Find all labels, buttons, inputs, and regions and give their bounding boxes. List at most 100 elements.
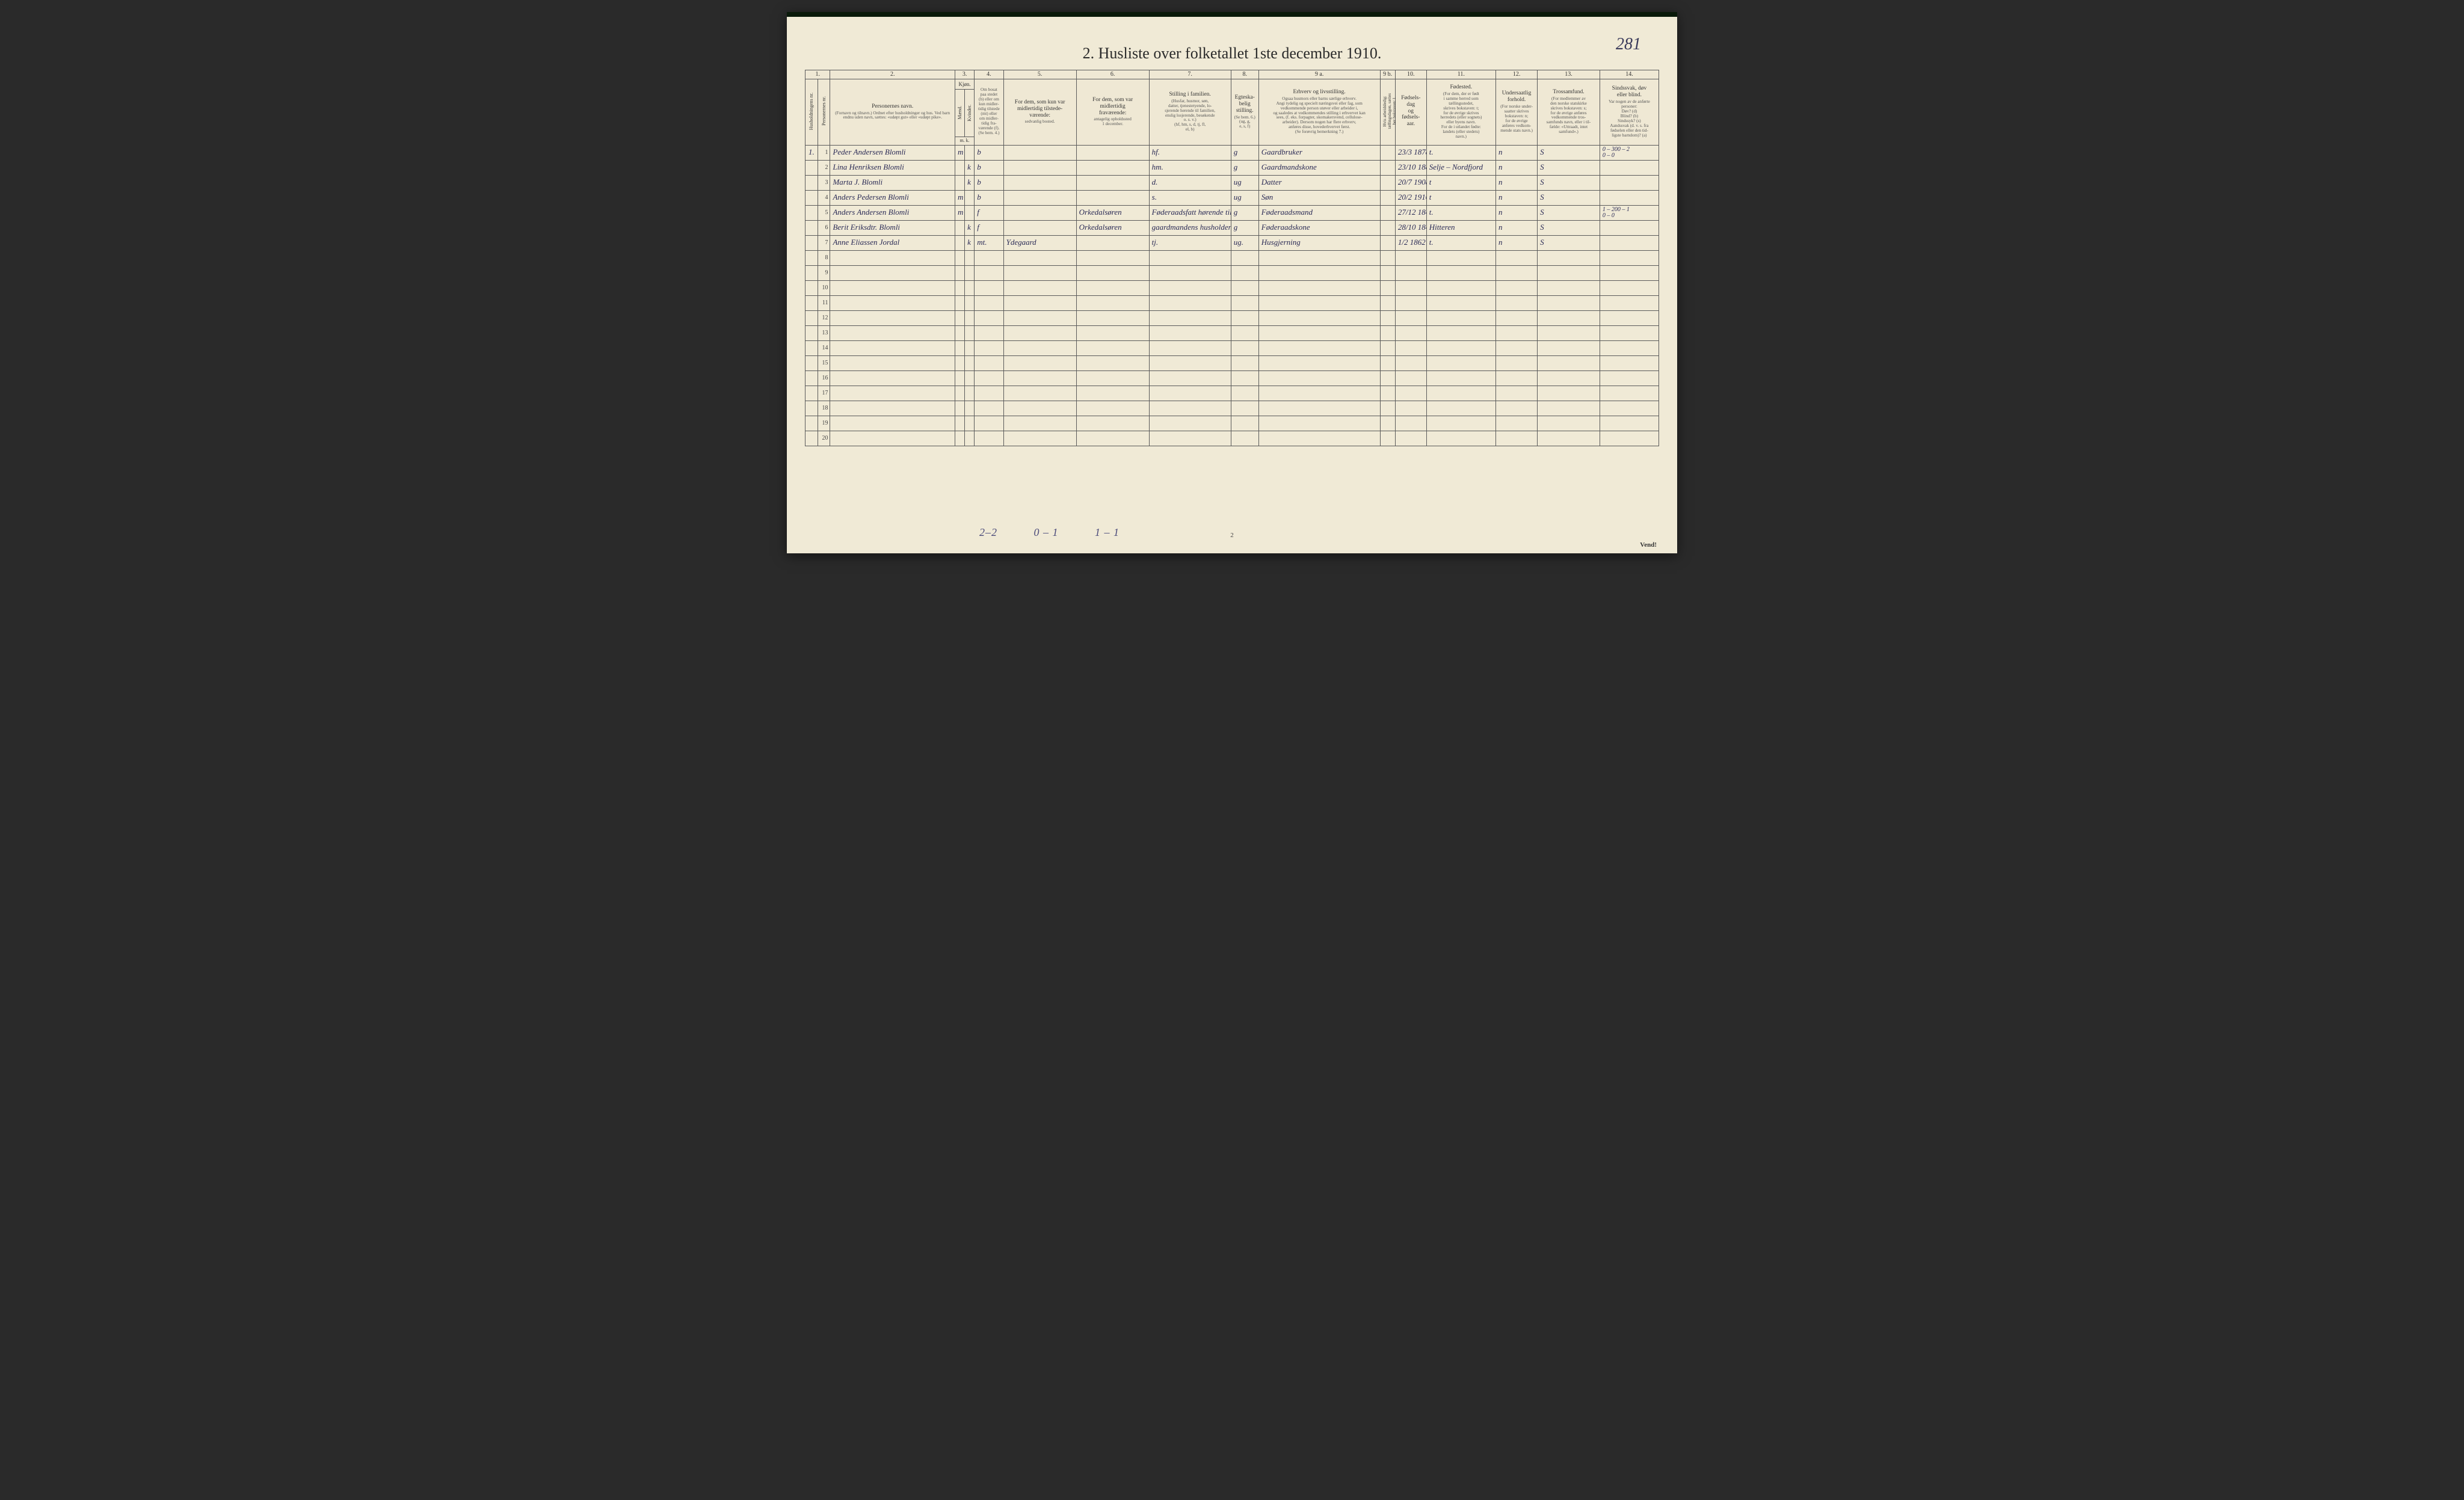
cell-sex-m [955,401,964,416]
cell-temp-absent [1076,145,1149,160]
cell-sex-k [965,295,975,310]
cell-sex-m [955,386,964,401]
header-unemployed: Hvis arbeidsledig: tællingsdagen, sættes… [1380,79,1395,145]
cell-disability [1600,175,1659,190]
cell-residence [975,355,1003,370]
table-row: 4Anders Pedersen Blomlimbs.ugSøn20/2 191… [805,190,1659,205]
cell-household [805,386,818,401]
cell-occupation: Føderaadskone [1258,220,1380,235]
cell-occupation [1258,401,1380,416]
header-person-nr: Personernes nr. [818,79,830,145]
col-num-5: 5. [1003,70,1076,79]
cell-birthplace [1426,340,1495,355]
cell-nationality [1495,355,1537,370]
cell-person-nr: 9 [818,265,830,280]
page-number-handwritten: 281 [1616,35,1641,54]
cell-nationality: n [1495,220,1537,235]
cell-temp-present [1003,355,1076,370]
cell-unemployed [1380,370,1395,386]
cell-marital [1231,295,1258,310]
cell-birthplace [1426,386,1495,401]
cell-nationality: n [1495,205,1537,220]
cell-name [830,401,955,416]
cell-religion [1538,340,1600,355]
cell-birthdate [1395,295,1426,310]
cell-disability [1600,416,1659,431]
cell-marital: ug [1231,175,1258,190]
cell-birthdate [1395,401,1426,416]
cell-occupation [1258,295,1380,310]
table-row: 2Lina Henriksen Blomlikbhm.gGaardmandsko… [805,160,1659,175]
cell-sex-k: k [965,235,975,250]
table-row: 1.1Peder Andersen Blomlimbhf.gGaardbruke… [805,145,1659,160]
cell-temp-present [1003,310,1076,325]
cell-occupation [1258,325,1380,340]
cell-family-position [1149,310,1231,325]
cell-temp-absent [1076,265,1149,280]
cell-occupation [1258,431,1380,446]
cell-unemployed [1380,325,1395,340]
cell-temp-absent [1076,295,1149,310]
census-rows: 1.1Peder Andersen Blomlimbhf.gGaardbruke… [805,145,1659,446]
printed-page-number: 2 [1230,532,1234,539]
cell-sex-k [965,280,975,295]
col-num-8: 8. [1231,70,1258,79]
cell-person-nr: 10 [818,280,830,295]
census-page: 281 2. Husliste over folketallet 1ste de… [787,12,1677,553]
table-row: 8 [805,250,1659,265]
cell-residence [975,370,1003,386]
cell-unemployed [1380,175,1395,190]
cell-sex-m [955,310,964,325]
cell-nationality [1495,401,1537,416]
cell-temp-present [1003,175,1076,190]
cell-marital [1231,250,1258,265]
cell-birthdate [1395,386,1426,401]
table-row: 7Anne Eliassen Jordalkmt.Ydegaardtj.ug.H… [805,235,1659,250]
cell-person-nr: 18 [818,401,830,416]
cell-residence [975,295,1003,310]
table-row: 13 [805,325,1659,340]
cell-name [830,295,955,310]
cell-disability [1600,250,1659,265]
cell-family-position [1149,250,1231,265]
cell-nationality [1495,416,1537,431]
cell-marital [1231,431,1258,446]
cell-sex-m [955,280,964,295]
cell-household [805,280,818,295]
cell-residence [975,250,1003,265]
cell-religion [1538,325,1600,340]
cell-family-position: gaardmandens husholderske [1149,220,1231,235]
cell-person-nr: 12 [818,310,830,325]
cell-religion: S [1538,145,1600,160]
cell-birthdate [1395,340,1426,355]
cell-birthplace: t. [1426,145,1495,160]
census-table: 1. 2. 3. 4. 5. 6. 7. 8. 9 a. 9 b. 10. 11… [805,70,1659,446]
cell-unemployed [1380,386,1395,401]
cell-unemployed [1380,295,1395,310]
cell-residence: f [975,205,1003,220]
cell-name [830,265,955,280]
cell-marital [1231,401,1258,416]
cell-person-nr: 13 [818,325,830,340]
cell-residence: f [975,220,1003,235]
cell-household: 1. [805,145,818,160]
table-row: 5Anders Andersen BlomlimfOrkedalsørenFød… [805,205,1659,220]
cell-birthdate: 23/10 1887 [1395,160,1426,175]
cell-disability [1600,355,1659,370]
cell-disability [1600,310,1659,325]
cell-nationality: n [1495,190,1537,205]
cell-birthdate [1395,431,1426,446]
cell-birthdate [1395,280,1426,295]
cell-marital [1231,280,1258,295]
header-residence: Om bosat paa stedet (b) eller om kun mid… [975,79,1003,145]
cell-marital [1231,340,1258,355]
cell-temp-present [1003,250,1076,265]
cell-name: Anders Pedersen Blomli [830,190,955,205]
cell-temp-present [1003,280,1076,295]
cell-sex-k [965,310,975,325]
cell-marital [1231,355,1258,370]
cell-sex-k [965,190,975,205]
cell-disability [1600,431,1659,446]
cell-person-nr: 6 [818,220,830,235]
cell-name [830,370,955,386]
